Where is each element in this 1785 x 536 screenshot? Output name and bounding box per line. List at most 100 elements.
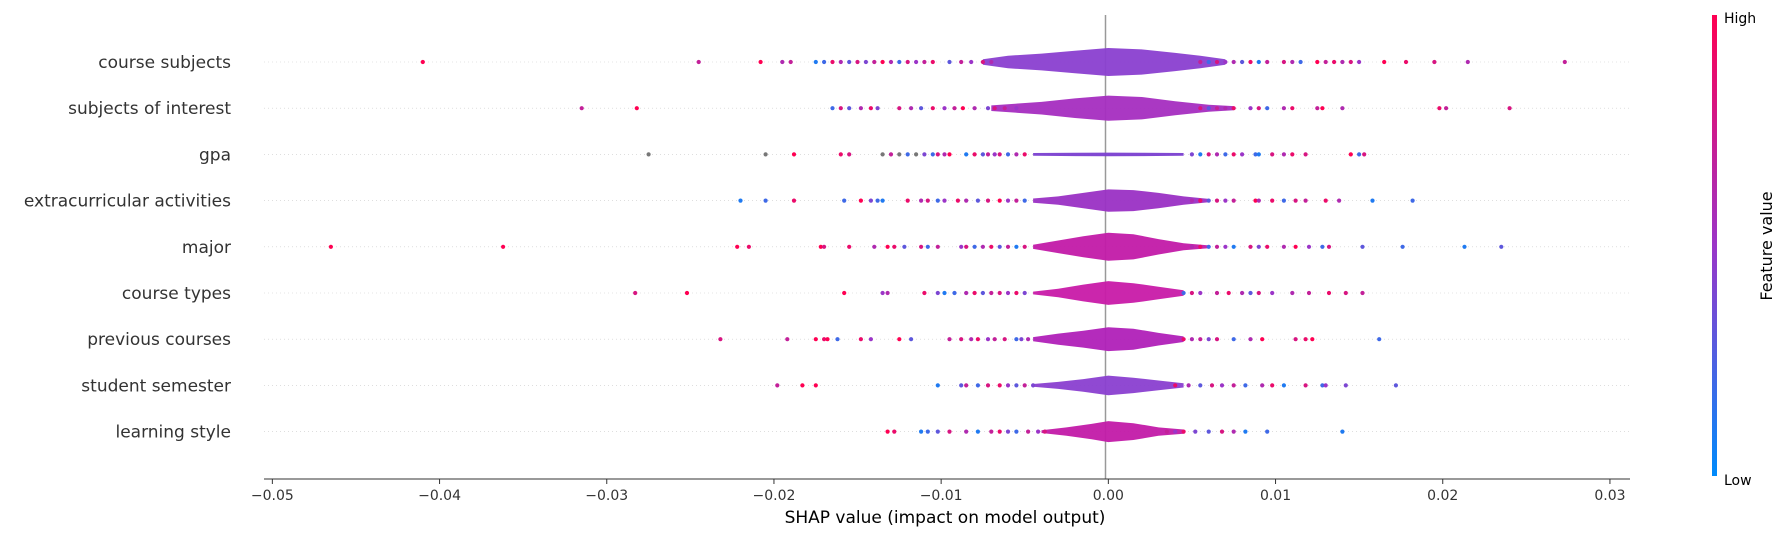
scatter-point [1005,290,1011,296]
scatter-point [1226,290,1231,296]
scatter-point [935,383,940,388]
scatter-point [947,59,952,65]
scatter-point [989,429,994,434]
feature-label: course types [122,284,231,304]
scatter-point [1214,59,1220,65]
scatter-point [897,106,902,111]
scatter-point [975,337,981,342]
feature-label: learning style [115,423,231,443]
scatter-point [847,152,852,157]
scatter-point [897,152,902,157]
scatter-point [1036,429,1041,434]
feature-label: major [182,238,231,258]
scatter-point [735,244,740,249]
feature-label: course subjects [98,53,231,73]
scatter-point [892,244,897,249]
scatter-point [1303,383,1308,388]
scatter-point [646,152,651,157]
scatter-point [919,244,924,249]
scatter-point [1265,106,1270,111]
feature-label: student semester [81,376,231,396]
feature-label: subjects of interest [68,99,231,119]
colorbar-title: Feature value [1757,191,1776,300]
scatter-point [1240,152,1245,157]
scatter-point [1022,152,1027,157]
x-tick-label: −0.01 [920,488,963,504]
scatter-point [989,59,994,65]
scatter-point [897,337,902,342]
scatter-point [1260,383,1265,388]
feature-label: extracurricular activities [24,192,231,212]
feature-label: gpa [199,145,231,165]
scatter-point [1014,290,1019,296]
scatter-point [420,59,425,65]
scatter-point [1231,337,1236,342]
scatter-point [935,244,940,249]
scatter-point [952,290,957,296]
scatter-point [964,290,969,296]
scatter-point [1214,337,1220,342]
scatter-point [813,337,818,342]
scatter-point [1240,290,1245,296]
scatter-point [1014,383,1019,388]
scatter-point [964,244,969,249]
scatter-point [788,59,793,65]
scatter-point [980,244,986,249]
scatter-point [964,429,969,434]
scatter-point [1231,383,1236,388]
scatter-point [1315,106,1320,111]
scatter-point [763,152,768,157]
violin-course-subjects [982,48,1226,76]
scatter-point [1348,152,1353,157]
scatter-point [1042,429,1047,434]
scatter-point [972,290,977,296]
scatter-point [822,337,827,342]
scatter-point [1206,198,1211,203]
scatter-point [868,106,874,111]
scatter-point [989,244,994,249]
scatter-point [1248,337,1253,342]
scatter-point [942,198,947,203]
scatter-point [997,244,1002,249]
scatter-point [1189,244,1194,249]
scatter-point [1340,429,1345,434]
scatter-point [1360,290,1365,296]
scatter-point [1223,198,1228,203]
scatter-point [925,429,930,434]
scatter-point [868,198,874,203]
scatter-point [914,152,919,157]
scatter-point [1209,383,1215,388]
violins [982,48,1234,443]
scatter-point [922,290,927,296]
scatter-point [942,106,947,111]
scatter-point [1253,152,1258,157]
scatter-point [1223,106,1228,111]
scatter-point [501,244,506,249]
scatter-point [1562,59,1567,65]
scatter-point [579,106,584,111]
scatter-point [930,59,935,65]
scatter-point [1198,337,1203,342]
scatter-point [1005,429,1011,434]
scatter-point [1326,244,1332,249]
scatter-point [1499,244,1504,249]
scatter-point [942,152,947,157]
scatter-point [1002,337,1007,342]
scatter-point [888,152,894,157]
scatter-point [718,337,723,342]
scatter-point [1193,429,1198,434]
scatter-point [919,106,924,111]
scatter-point [892,429,897,434]
scatter-point [930,152,935,157]
scatter-point [1310,337,1315,342]
scatter-point [925,244,930,249]
x-tick-label: −0.05 [251,488,294,504]
scatter-point [1332,59,1337,65]
scatter-point [1281,383,1286,388]
scatter-point [880,59,885,65]
scatter-point [1014,106,1019,111]
scatter-point [1248,290,1253,296]
scatter-point [1326,290,1332,296]
scatter-point [1005,198,1011,203]
scatter-point [980,59,986,65]
